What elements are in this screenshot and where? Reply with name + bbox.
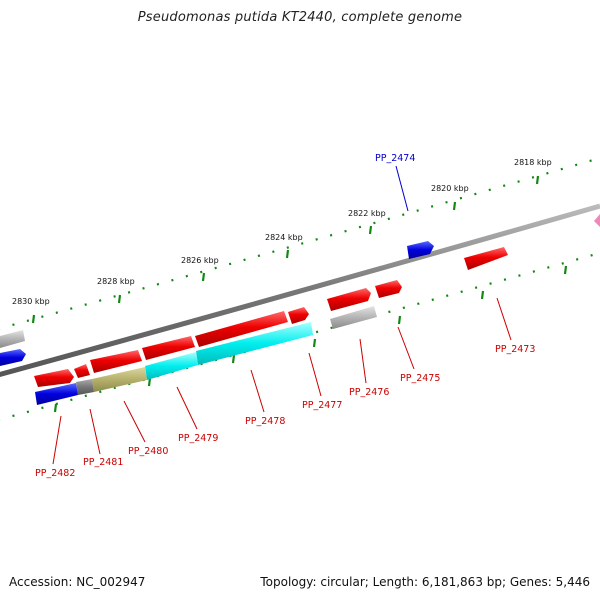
gene-PP_2479-arrow[interactable] bbox=[142, 336, 195, 360]
scale-label-2826: 2826 kbp bbox=[181, 256, 219, 265]
genome-backbone bbox=[0, 203, 600, 378]
outer-major-ticks bbox=[31, 175, 540, 324]
scale-label-2824: 2824 kbp bbox=[265, 233, 303, 242]
gene-label-PP_2480[interactable]: PP_2480 bbox=[128, 446, 168, 457]
gene-label-PP_2481[interactable]: PP_2481 bbox=[83, 457, 123, 468]
feature-blue-lower[interactable] bbox=[35, 383, 78, 405]
feature-darkgrey[interactable] bbox=[76, 379, 94, 395]
gene-label-PP_2478[interactable]: PP_2478 bbox=[245, 416, 285, 427]
gene-PP_2481-arrow[interactable] bbox=[74, 364, 90, 378]
feature-blue-left[interactable] bbox=[0, 349, 26, 366]
gene-label-PP_2475[interactable]: PP_2475 bbox=[400, 373, 440, 384]
label-connectors bbox=[52, 165, 512, 465]
feature-pink-edge[interactable] bbox=[594, 214, 600, 227]
feature-olive[interactable] bbox=[92, 367, 147, 392]
gene-label-PP_2473[interactable]: PP_2473 bbox=[495, 344, 535, 355]
gene-label-PP_2482[interactable]: PP_2482 bbox=[35, 468, 75, 479]
genome-summary-text: Topology: circular; Length: 6,181,863 bp… bbox=[260, 575, 590, 589]
gene-PP_2474-arrow[interactable] bbox=[407, 241, 434, 259]
gene-label-PP_2477[interactable]: PP_2477 bbox=[302, 400, 342, 411]
outer-scale-ring bbox=[0, 156, 600, 330]
gene-PP_2475-arrow[interactable] bbox=[375, 280, 402, 298]
gene-PP_2473-arrow[interactable] bbox=[464, 247, 508, 270]
gene-PP_2480-arrow[interactable] bbox=[90, 350, 142, 373]
feature-grey-left[interactable] bbox=[0, 330, 25, 348]
inner-major-ticks bbox=[53, 265, 568, 413]
gene-PP_2477-arrow[interactable] bbox=[288, 307, 309, 324]
gene-label-PP_2479[interactable]: PP_2479 bbox=[178, 433, 218, 444]
accession-text: Accession: NC_002947 bbox=[9, 575, 146, 589]
gene-label-PP_2474[interactable]: PP_2474 bbox=[375, 153, 415, 164]
gene-PP_2482-arrow[interactable] bbox=[34, 369, 74, 387]
scale-label-2822: 2822 kbp bbox=[348, 209, 386, 218]
scale-label-2830: 2830 kbp bbox=[12, 297, 50, 306]
feature-grey-lower[interactable] bbox=[330, 306, 377, 329]
scale-label-2818: 2818 kbp bbox=[514, 158, 552, 167]
gene-PP_2476-arrow[interactable] bbox=[327, 288, 371, 311]
diagram-title: Pseudomonas putida KT2440, complete geno… bbox=[137, 10, 463, 25]
scale-label-2820: 2820 kbp bbox=[431, 184, 469, 193]
gene-label-PP_2476[interactable]: PP_2476 bbox=[349, 387, 389, 398]
gene-PP_2478-arrow[interactable] bbox=[195, 311, 288, 347]
feature-cyan-long[interactable] bbox=[196, 322, 313, 365]
feature-cyan-short[interactable] bbox=[145, 352, 198, 380]
scale-label-2828: 2828 kbp bbox=[97, 277, 135, 286]
